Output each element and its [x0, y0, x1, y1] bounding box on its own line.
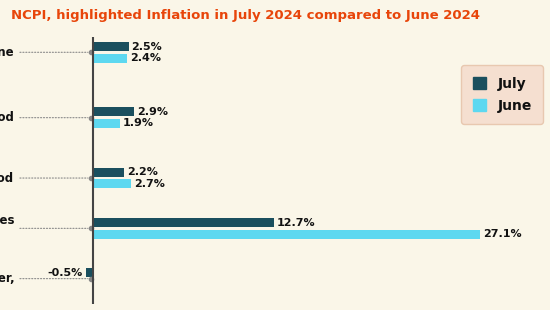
Text: -0.5%: -0.5%: [48, 268, 83, 278]
Legend: July, June: July, June: [461, 65, 543, 124]
Text: Headline: Headline: [0, 46, 14, 59]
Bar: [93, 179, 131, 188]
Text: 2.4%: 2.4%: [130, 53, 161, 63]
Text: 1.9%: 1.9%: [123, 118, 154, 128]
Text: Alcoholic Beverages
Tobacco and...: Alcoholic Beverages Tobacco and...: [0, 214, 14, 242]
Text: 2.7%: 2.7%: [134, 179, 165, 189]
Bar: [93, 119, 120, 128]
Bar: [86, 268, 93, 277]
Bar: [93, 54, 127, 63]
Text: 2.2%: 2.2%: [127, 167, 158, 177]
Bar: [93, 42, 129, 51]
Bar: [93, 218, 274, 227]
Bar: [93, 230, 480, 239]
Bar: [93, 107, 134, 117]
Text: Housing, Water,: Housing, Water,: [0, 272, 14, 285]
Text: NCPI, highlighted Inflation in July 2024 compared to June 2024: NCPI, highlighted Inflation in July 2024…: [11, 9, 480, 22]
Bar: [93, 168, 124, 177]
Text: 27.1%: 27.1%: [483, 229, 521, 239]
Text: Non-Food: Non-Food: [0, 171, 14, 184]
Text: 12.7%: 12.7%: [277, 218, 316, 228]
Text: Food: Food: [0, 111, 14, 124]
Text: 2.9%: 2.9%: [137, 107, 168, 117]
Text: 2.5%: 2.5%: [131, 42, 162, 51]
